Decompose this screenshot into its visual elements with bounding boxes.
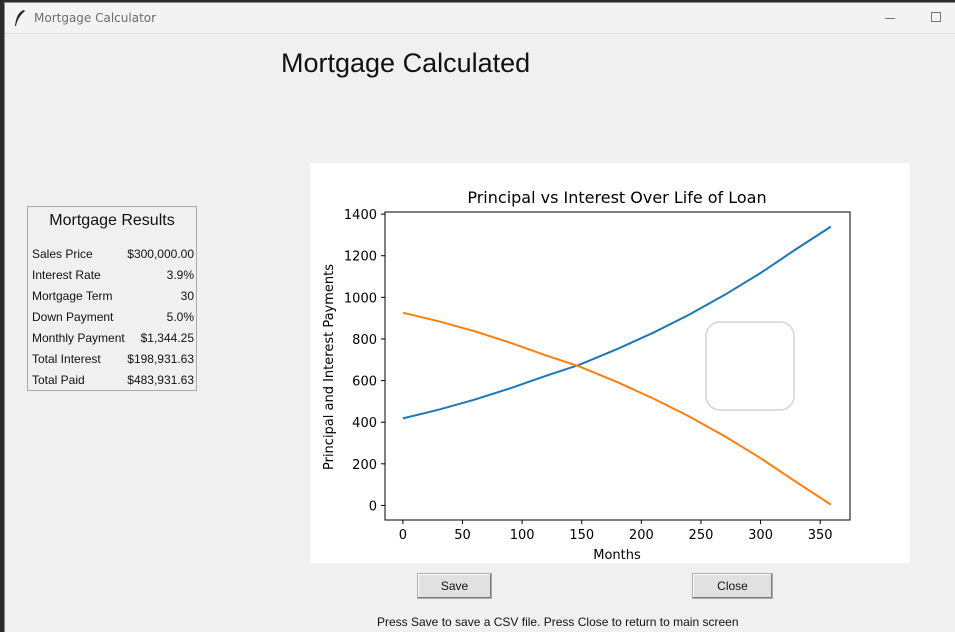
- result-value: $483,931.63: [127, 373, 194, 387]
- result-label: Monthly Payment: [32, 331, 125, 345]
- save-button[interactable]: Save: [417, 573, 492, 599]
- instructions-text: Press Save to save a CSV file. Press Clo…: [377, 615, 739, 629]
- result-label: Interest Rate: [32, 268, 101, 282]
- x-tick-label: 250: [689, 528, 714, 543]
- result-row-total-paid: Total Paid $483,931.63: [32, 373, 194, 393]
- x-axis-label: Months: [593, 548, 641, 563]
- chart-canvas: Principal vs Interest Over Life of Loan …: [310, 163, 910, 563]
- result-value: $1,344.25: [140, 331, 194, 345]
- chart-placeholder-box: [705, 321, 795, 411]
- window-title: Mortgage Calculator: [34, 11, 157, 25]
- y-tick-label: 600: [352, 375, 377, 390]
- result-row-monthly-payment: Monthly Payment $1,344.25: [32, 331, 194, 351]
- result-label: Total Interest: [32, 352, 101, 366]
- results-title: Mortgage Results: [49, 212, 175, 229]
- result-value: $300,000.00: [127, 247, 194, 261]
- x-tick-label: 350: [808, 528, 833, 543]
- y-tick-label: 1200: [344, 250, 377, 265]
- result-label: Mortgage Term: [32, 289, 113, 303]
- maximize-button[interactable]: [913, 3, 955, 33]
- y-tick-label: 200: [352, 458, 377, 473]
- result-row-sales-price: Sales Price $300,000.00: [32, 247, 194, 267]
- title-bar[interactable]: Mortgage Calculator: [5, 3, 955, 34]
- y-tick-label: 1000: [344, 291, 377, 306]
- interest-line: [402, 311, 832, 506]
- x-tick-label: 200: [629, 528, 654, 543]
- result-label: Total Paid: [32, 373, 85, 387]
- result-row-mortgage-term: Mortgage Term 30: [32, 289, 194, 309]
- result-label: Sales Price: [32, 247, 93, 261]
- plot-frame: [384, 211, 851, 521]
- feather-icon: [15, 10, 25, 26]
- result-row-down-payment: Down Payment 5.0%: [32, 310, 194, 330]
- result-row-interest-rate: Interest Rate 3.9%: [32, 268, 194, 288]
- result-value: 30: [180, 289, 194, 303]
- close-button[interactable]: Close: [692, 573, 773, 599]
- x-tick-label: 300: [748, 528, 773, 543]
- result-label: Down Payment: [32, 310, 114, 324]
- x-tick-label: 100: [510, 528, 535, 543]
- x-tick-label: 0: [399, 528, 407, 543]
- y-axis-label: Principal and Interest Payments: [322, 264, 337, 470]
- result-value: 3.9%: [166, 268, 194, 282]
- result-value: $198,931.63: [127, 352, 194, 366]
- app-window: Mortgage Calculator Mortgage Calculated …: [4, 2, 955, 632]
- result-value: 5.0%: [166, 310, 194, 324]
- principal-line: [402, 225, 832, 420]
- x-tick-label: 50: [454, 528, 471, 543]
- mortgage-results-panel: Mortgage Results Sales Price $300,000.00…: [27, 206, 197, 391]
- line-chart: Principal vs Interest Over Life of Loan …: [322, 188, 851, 563]
- page-title: Mortgage Calculated: [281, 48, 531, 78]
- x-tick-label: 150: [569, 528, 594, 543]
- result-row-total-interest: Total Interest $198,931.63: [32, 352, 194, 372]
- y-tick-label: 400: [352, 416, 377, 431]
- y-tick-label: 800: [352, 333, 377, 348]
- chart-title: Principal vs Interest Over Life of Loan: [467, 188, 766, 207]
- y-tick-label: 0: [369, 499, 377, 514]
- y-tick-label: 1400: [344, 208, 377, 223]
- minimize-button[interactable]: [867, 3, 913, 33]
